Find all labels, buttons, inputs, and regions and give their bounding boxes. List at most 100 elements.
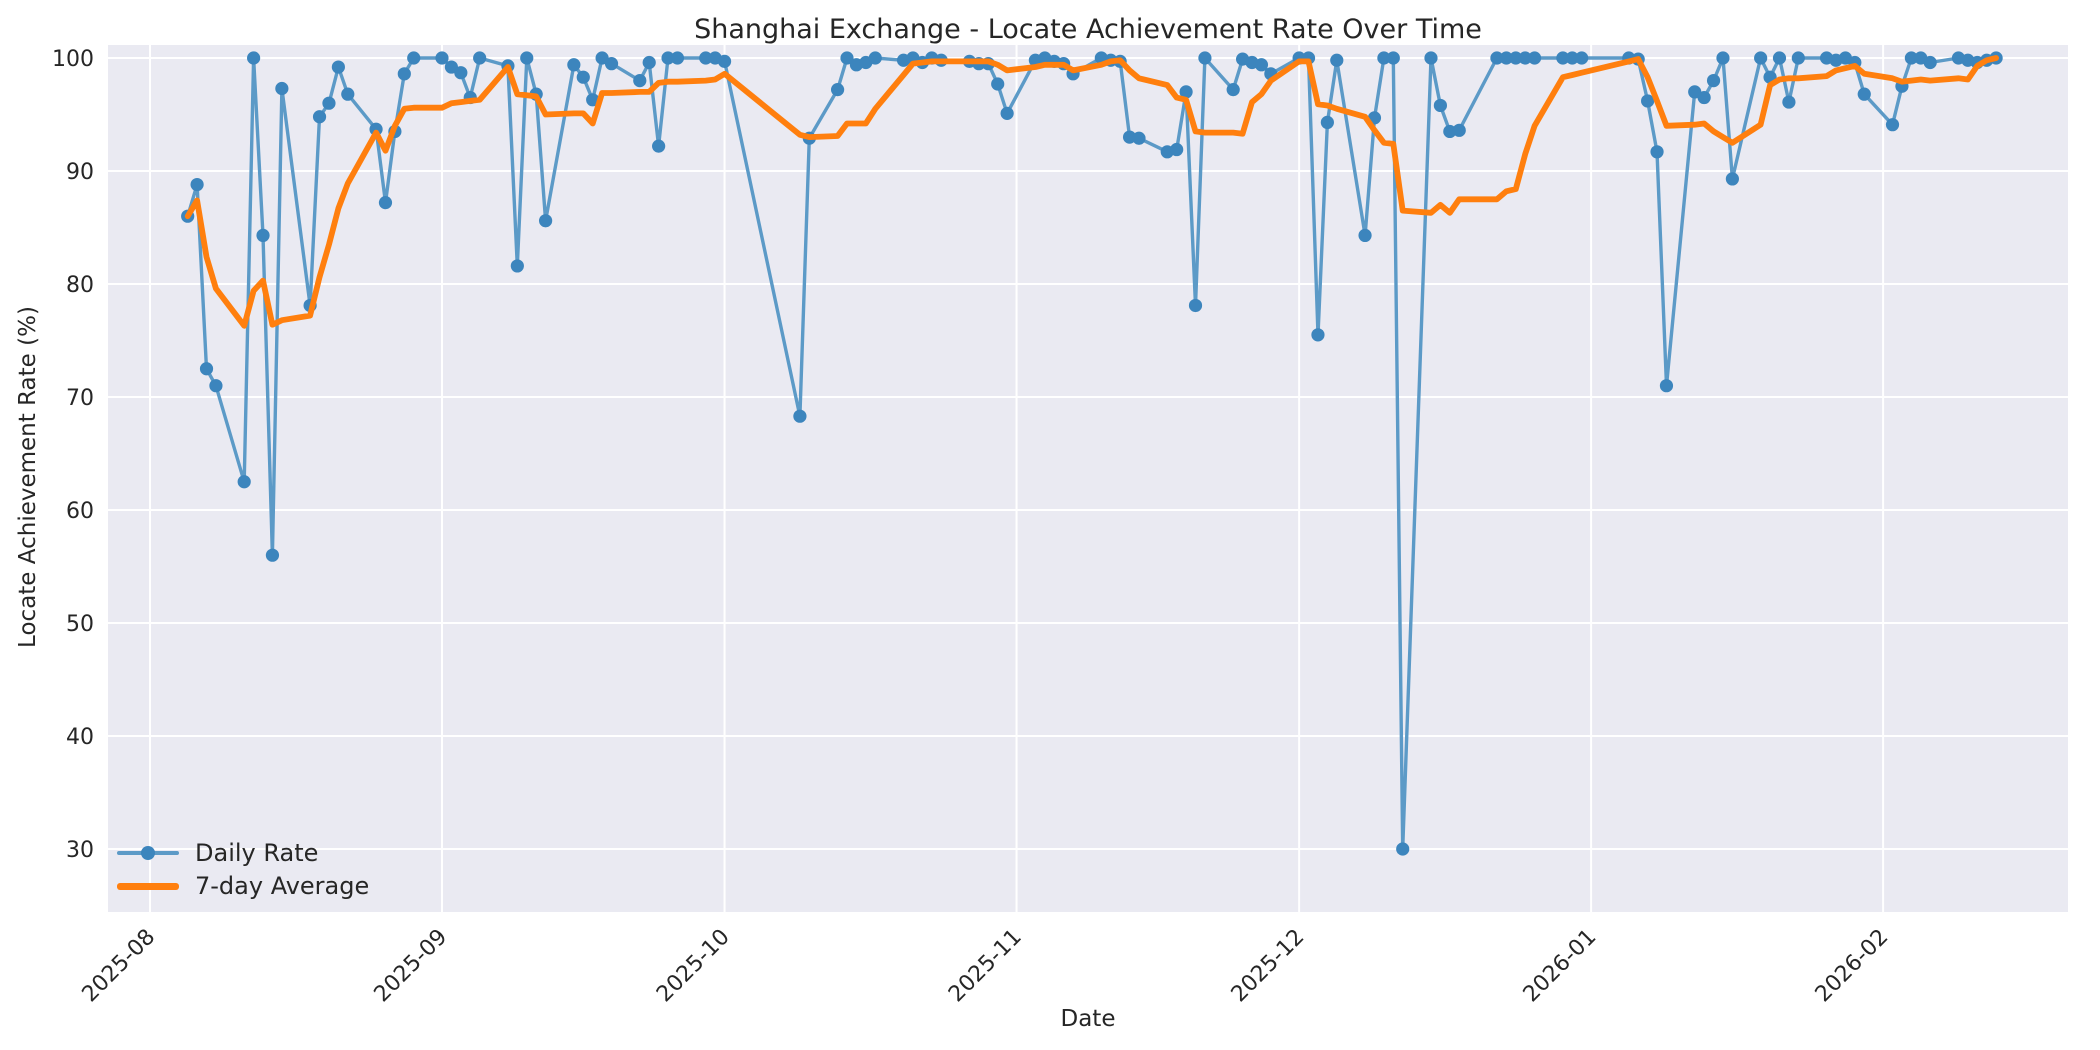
- daily-rate-marker: [1424, 51, 1438, 65]
- daily-rate-marker: [1754, 51, 1768, 65]
- daily-rate-marker: [1527, 51, 1542, 65]
- legend: Daily Rate 7-day Average: [117, 836, 369, 902]
- daily-rate-marker: [1716, 51, 1730, 65]
- chart-title: Shanghai Exchange - Locate Achievement R…: [694, 14, 1482, 45]
- daily-rate-marker: [1791, 51, 1805, 65]
- daily-rate-marker: [1706, 74, 1721, 88]
- daily-rate-marker: [576, 70, 590, 84]
- daily-rate-marker: [1697, 90, 1711, 105]
- daily-rate-marker: [1170, 142, 1184, 157]
- daily-rate-marker: [830, 83, 845, 97]
- daily-rate-marker: [1433, 98, 1448, 113]
- daily-rate-marker: [652, 139, 666, 153]
- daily-rate-marker: [1452, 123, 1466, 137]
- daily-rate-marker: [840, 51, 854, 65]
- daily-rate-marker: [868, 51, 882, 65]
- y-tick-label: 30: [66, 838, 94, 863]
- daily-rate-marker: [331, 60, 345, 74]
- daily-rate-marker: [1386, 51, 1400, 65]
- daily-rate-marker: [1641, 94, 1655, 108]
- daily-rate-marker: [1490, 51, 1504, 65]
- legend-item-7day-average: 7-day Average: [117, 869, 369, 902]
- daily-rate-marker: [397, 67, 411, 81]
- daily-rate-marker: [717, 54, 732, 68]
- daily-rate-marker: [265, 548, 280, 562]
- daily-rate-marker: [1000, 106, 1014, 120]
- daily-rate-marker: [322, 96, 336, 110]
- daily-rate-marker: [1556, 51, 1570, 65]
- daily-rate-marker: [1565, 51, 1579, 65]
- daily-rate-marker: [407, 51, 421, 65]
- daily-rate-marker: [1659, 379, 1674, 393]
- y-tick-label: 50: [66, 612, 94, 637]
- daily-rate-marker: [256, 228, 270, 243]
- axes-background: [108, 45, 2068, 912]
- daily-rate-marker: [520, 51, 534, 65]
- daily-rate-marker: [190, 177, 204, 192]
- x-tick-label: 2025-12: [1227, 925, 1310, 1008]
- daily-rate-marker: [642, 55, 656, 70]
- daily-rate-marker: [510, 259, 524, 273]
- daily-rate-marker: [1782, 95, 1796, 109]
- daily-rate-marker: [454, 66, 468, 80]
- x-tick-label: 2025-09: [370, 925, 453, 1008]
- daily-rate-marker: [1725, 172, 1739, 186]
- daily-rate-marker: [1772, 51, 1787, 65]
- daily-rate-marker: [1885, 118, 1900, 132]
- daily-rate-marker: [604, 57, 619, 71]
- daily-rate-marker: [793, 409, 807, 423]
- legend-label-daily-rate: Daily Rate: [195, 838, 319, 867]
- daily-rate-marker: [1377, 51, 1391, 65]
- daily-rate-line-swatch-icon: [117, 845, 179, 861]
- daily-rate-marker: [1179, 85, 1193, 99]
- daily-rate-marker: [1226, 83, 1240, 97]
- daily-rate-marker: [567, 58, 581, 72]
- daily-rate-marker: [1396, 842, 1410, 856]
- daily-rate-marker: [1499, 51, 1513, 65]
- x-tick-label: 2026-02: [1811, 925, 1894, 1008]
- daily-rate-marker: [1330, 53, 1344, 67]
- x-tick-label: 2026-01: [1519, 925, 1602, 1008]
- y-tick-label: 70: [66, 386, 94, 411]
- y-tick-label: 100: [52, 47, 94, 72]
- daily-rate-marker: [237, 475, 251, 489]
- legend-label-7day-average: 7-day Average: [195, 871, 370, 900]
- daily-rate-marker: [1198, 51, 1212, 65]
- y-tick-label: 60: [66, 499, 94, 524]
- daily-rate-marker: [1904, 51, 1918, 65]
- daily-rate-marker: [670, 51, 685, 65]
- daily-rate-marker: [1188, 298, 1203, 313]
- daily-rate-marker: [538, 214, 553, 228]
- daily-rate-marker: [312, 110, 327, 124]
- daily-rate-marker: [1311, 328, 1325, 342]
- seven-day-average-line: [184, 55, 1999, 329]
- legend-item-daily-rate: Daily Rate: [117, 836, 369, 869]
- daily-rate-marker: [435, 51, 449, 65]
- daily-rate-marker: [1254, 58, 1269, 72]
- daily-rate-marker: [1358, 228, 1372, 243]
- daily-rate-marker: [209, 379, 223, 393]
- daily-rate-marker: [199, 362, 214, 376]
- y-tick-label: 90: [66, 160, 94, 185]
- daily-rate-marker: [1132, 131, 1146, 145]
- y-tick-label: 40: [66, 725, 94, 750]
- daily-rate-marker: [473, 51, 487, 65]
- daily-rate-marker: [247, 51, 261, 65]
- y-tick-label: 80: [66, 273, 94, 298]
- daily-rate-marker: [1650, 145, 1664, 159]
- daily-rate-marker: [1509, 51, 1523, 65]
- x-axis-label: Date: [1060, 1006, 1116, 1032]
- daily-rate-marker: [991, 77, 1005, 91]
- daily-rate-marker: [1518, 51, 1532, 65]
- daily-rate-marker: [1923, 55, 1937, 70]
- daily-rate-marker: [1857, 87, 1871, 101]
- daily-rate-marker: [633, 74, 647, 88]
- daily-rate-marker: [699, 51, 713, 65]
- daily-rate-marker: [369, 122, 383, 136]
- avg-line-swatch-icon: [117, 878, 179, 894]
- daily-rate-marker: [275, 81, 289, 96]
- x-tick-label: 2025-11: [944, 925, 1027, 1008]
- x-tick-label: 2025-08: [78, 925, 161, 1008]
